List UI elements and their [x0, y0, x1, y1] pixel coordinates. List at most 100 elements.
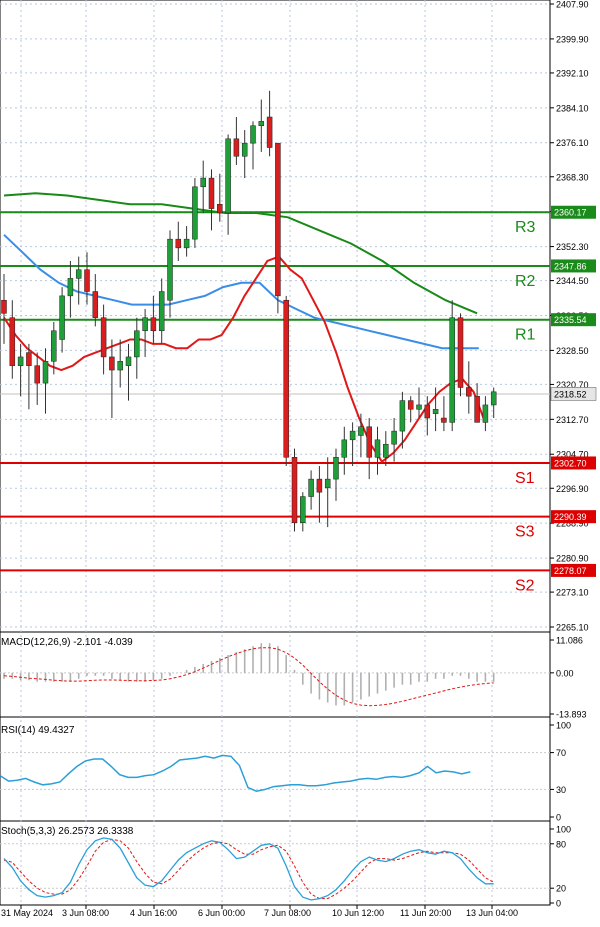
rsi-panel	[0, 752, 550, 792]
candle-body	[432, 409, 439, 414]
price-panel: R3 R2 R1 S1 S3 S2	[0, 90, 550, 594]
y-tick-label: 2320.70	[556, 380, 589, 390]
candle-body	[424, 404, 431, 419]
x-tick-label: 31 May 2024	[1, 908, 53, 918]
candle-body	[142, 317, 148, 332]
stoch-tick-label: 80	[556, 839, 566, 849]
candle-body	[383, 443, 389, 458]
y-tick-label: 2296.90	[556, 484, 589, 494]
ma-mid-line	[3, 234, 479, 350]
level-price-label: 2347.86	[554, 261, 587, 271]
candle-body	[225, 138, 231, 214]
candle-body	[75, 269, 82, 279]
stoch-tick-label: 20	[556, 884, 566, 894]
x-tick-label: 13 Jun 04:00	[466, 908, 518, 918]
y-tick-label: 2280.90	[556, 554, 589, 564]
x-tick-label: 7 Jun 08:00	[264, 908, 311, 918]
grid	[0, 0, 550, 905]
candle-body	[241, 142, 248, 157]
candle-body	[92, 291, 99, 318]
level-price-label: 2360.17	[554, 208, 587, 218]
candle-body	[158, 291, 165, 332]
level-name-r2: R2	[515, 273, 536, 290]
x-tick-label: 6 Jun 00:00	[198, 908, 245, 918]
stoch-tick-label: 100	[556, 825, 571, 835]
x-tick-label: 10 Jun 12:00	[332, 908, 384, 918]
current-price-label: 2318.52	[554, 389, 587, 399]
candle-body	[275, 142, 281, 297]
y-tick-label: 2273.10	[556, 588, 589, 598]
candle-body	[26, 352, 32, 366]
candle-body	[167, 238, 173, 301]
macd-tick-label: 11.086	[556, 636, 583, 646]
y-tick-label: 2352.30	[556, 242, 589, 252]
candle-body	[441, 417, 447, 423]
candle-body	[9, 317, 16, 366]
level-name-s3: S3	[515, 524, 535, 541]
candle-body	[266, 116, 273, 148]
candle-body	[192, 186, 198, 240]
candle-body	[233, 138, 240, 157]
stoch-panel	[0, 837, 550, 901]
candle-body	[34, 365, 40, 384]
level-name-s2: S2	[515, 577, 535, 594]
candle-body	[17, 356, 24, 366]
candle-body	[134, 330, 140, 358]
candle-body	[200, 177, 206, 188]
stoch-panel-frame	[0, 820, 551, 906]
candle-body	[150, 317, 157, 332]
candle-body	[175, 238, 182, 249]
y-tick-label: 2288.90	[556, 519, 589, 529]
candle-body	[366, 426, 372, 458]
rsi-title: RSI(14) 49.4327	[1, 725, 75, 736]
y-tick-label: 2328.50	[556, 346, 589, 356]
candle-body	[407, 400, 414, 410]
candle-body	[399, 400, 406, 432]
candle-body	[125, 356, 132, 366]
level-name-r3: R3	[515, 219, 536, 236]
candle-body	[358, 426, 364, 436]
candle-body	[474, 395, 480, 423]
rsi-tick-label: 100	[556, 721, 571, 731]
candle-body	[250, 125, 256, 144]
rsi-tick-label: 30	[556, 785, 566, 795]
candle-body	[374, 439, 381, 458]
level-price-tag	[551, 259, 596, 273]
y-tick-label: 2265.10	[556, 623, 589, 633]
macd-tick-label: -13.893	[556, 710, 587, 720]
candle-body	[217, 204, 223, 214]
stoch-title: Stoch(5,3,3) 26.2573 26.3338	[1, 826, 134, 837]
macd-tick-label: 0.00	[556, 668, 574, 678]
candle-body	[117, 361, 123, 371]
candle-body	[59, 295, 65, 340]
candle-body	[291, 457, 298, 523]
candle-body	[258, 121, 265, 126]
stoch-tick-label: 0	[556, 899, 561, 909]
candle-body	[316, 478, 323, 493]
candle-body	[333, 457, 339, 480]
candle-body	[482, 404, 489, 423]
candle-body	[283, 299, 289, 458]
candle-body	[67, 278, 74, 297]
current-price-tag	[550, 387, 597, 401]
stoch-k-line	[3, 837, 494, 901]
macd-panel-frame	[0, 631, 551, 718]
candle-body	[457, 317, 464, 388]
y-tick-label: 2384.10	[556, 103, 589, 113]
y-tick-label: 2304.70	[556, 450, 589, 460]
y-tick-label: 2399.90	[556, 34, 589, 44]
x-tick-label: 11 Jun 20:00	[400, 908, 451, 918]
candle-body	[416, 404, 422, 410]
level-price-tag	[551, 456, 596, 470]
rsi-tick-label: 0	[556, 813, 561, 823]
candle-body	[208, 177, 215, 209]
candle-body	[449, 317, 455, 423]
candle-body	[300, 496, 306, 523]
rsi-panel-frame	[0, 716, 551, 822]
y-tick-label: 2368.30	[556, 172, 589, 182]
y-tick-label: 2392.10	[556, 68, 589, 78]
ma-long-line	[3, 192, 478, 315]
y-tick-label: 2376.10	[556, 138, 589, 148]
